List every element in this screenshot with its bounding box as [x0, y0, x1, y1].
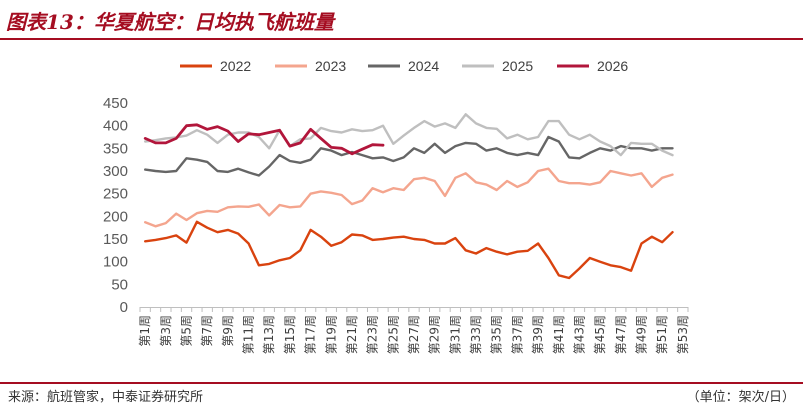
chart-legend: 2022 2023 2024 2025 2026 [180, 58, 628, 74]
x-tick-label: 第19周 [324, 315, 338, 354]
x-tick-label: 第49周 [634, 315, 648, 354]
x-tick-label: 第39周 [531, 315, 545, 354]
x-tick-label: 第7周 [200, 315, 214, 347]
x-tick-label: 第15周 [283, 315, 297, 354]
unit-note: （单位：架次/日） [686, 390, 795, 405]
y-tick-label: 450 [103, 95, 128, 112]
legend-label-2025: 2025 [502, 58, 533, 74]
x-tick-label: 第53周 [676, 315, 690, 354]
legend-label-2024: 2024 [408, 58, 439, 74]
x-tick-label: 第27周 [407, 315, 421, 354]
legend-label-2026: 2026 [597, 58, 628, 74]
x-tick-label: 第31周 [448, 315, 462, 354]
x-tick-label: 第23周 [366, 315, 380, 354]
source-note: 来源：航班管家，中泰证券研究所 [8, 390, 204, 405]
chart-title: 图表13：华夏航空：日均执飞航班量 [6, 10, 334, 34]
x-tick-label: 第47周 [614, 315, 628, 354]
x-axis: 第1周 第3周 第5周 第7周 第9周 第11周 第13周 第15周 第17周 第19周 第21周第… [138, 307, 690, 354]
legend-label-2023: 2023 [315, 58, 346, 74]
x-tick-label: 第21周 [345, 315, 359, 354]
y-tick-label: 0 [120, 299, 128, 316]
x-tick-label: 第51周 [655, 315, 669, 354]
x-tick-label: 第35周 [490, 315, 504, 354]
y-tick-label: 50 [111, 276, 128, 293]
y-tick-label: 300 [103, 163, 128, 180]
chart-series [143, 113, 674, 280]
y-tick-label: 250 [103, 186, 128, 203]
x-tick-label: 第17周 [304, 315, 318, 354]
x-tick-label: 第3周 [159, 315, 173, 347]
x-tick-label: 第41周 [552, 315, 566, 354]
x-tick-label: 第33周 [469, 315, 483, 354]
y-tick-label: 350 [103, 140, 128, 157]
x-tick-label: 第25周 [386, 315, 400, 354]
series-line-2025 [143, 113, 674, 157]
x-tick-label: 第45周 [593, 315, 607, 354]
series-line-2023 [143, 167, 674, 228]
legend-label-2022: 2022 [220, 58, 251, 74]
y-tick-label: 400 [103, 118, 128, 135]
y-tick-label: 200 [103, 208, 128, 225]
y-axis: 0 50 100 150 200 250 300 350 400 450 [103, 95, 128, 316]
y-tick-label: 150 [103, 231, 128, 248]
footer-divider [0, 382, 803, 384]
x-tick-label: 第9周 [221, 315, 235, 347]
series-line-2022 [143, 220, 674, 280]
x-tick-label: 第5周 [180, 315, 194, 347]
title-bar: 图表13：华夏航空：日均执飞航班量 [0, 0, 803, 40]
x-tick-label: 第43周 [572, 315, 586, 354]
x-tick-label: 第1周 [138, 315, 152, 347]
x-tick-label: 第13周 [262, 315, 276, 354]
x-tick-label: 第29周 [428, 315, 442, 354]
series-line-2024 [143, 135, 674, 177]
series-line-2026 [143, 123, 385, 156]
y-tick-label: 100 [103, 254, 128, 271]
x-tick-label: 第37周 [510, 315, 524, 354]
x-tick-label: 第11周 [242, 315, 256, 354]
line-chart: 2022 2023 2024 2025 2026 0 50 100 150 200 250 300 3… [103, 58, 690, 354]
title-divider [0, 38, 803, 40]
